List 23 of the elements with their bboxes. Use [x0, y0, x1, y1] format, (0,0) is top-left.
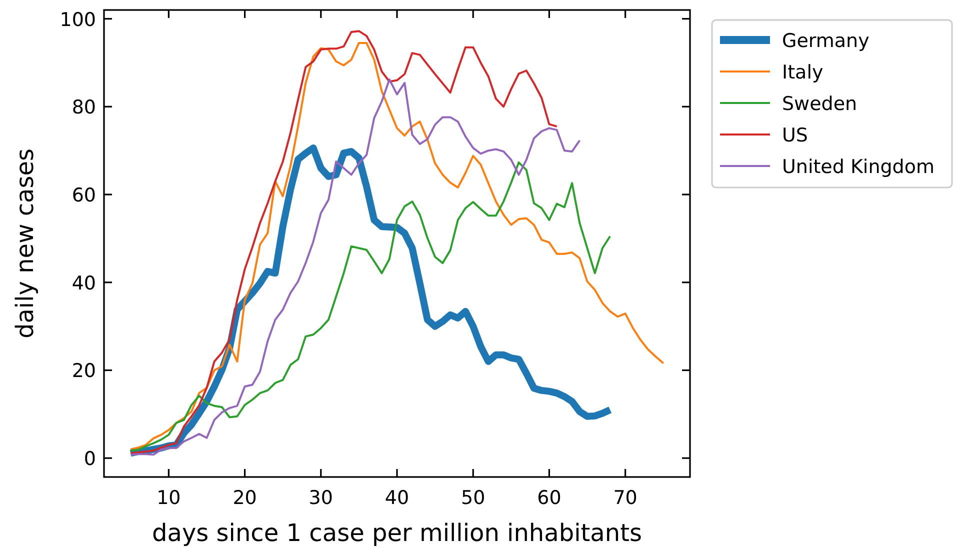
- line-series: [130, 42, 664, 450]
- x-tick-label: 10: [156, 487, 181, 509]
- x-axis-title: days since 1 case per million inhabitants: [152, 519, 642, 547]
- x-tick-label: 20: [232, 487, 257, 509]
- legend-label: Germany: [782, 30, 870, 52]
- y-tick-label: 80: [72, 96, 96, 119]
- legend-label: United Kingdom: [782, 156, 935, 178]
- x-tick-label: 50: [461, 487, 486, 509]
- legend-label: Sweden: [782, 93, 858, 115]
- y-tick-label: 20: [72, 360, 96, 382]
- x-tick-label: 30: [308, 487, 333, 509]
- y-tick-label: 40: [72, 272, 96, 294]
- line-series: [130, 30, 558, 454]
- y-tick-label: 60: [72, 184, 96, 207]
- legend-label: Italy: [782, 62, 824, 84]
- x-tick-label: 60: [537, 487, 562, 509]
- x-tick-label: 40: [384, 487, 410, 509]
- x-tick-label: 70: [613, 487, 638, 509]
- line-series: [130, 78, 581, 456]
- legend-label: US: [782, 124, 808, 146]
- y-tick-label: 0: [84, 448, 96, 470]
- y-tick-label: 100: [60, 8, 96, 31]
- y-axis-title: daily new cases: [11, 148, 39, 339]
